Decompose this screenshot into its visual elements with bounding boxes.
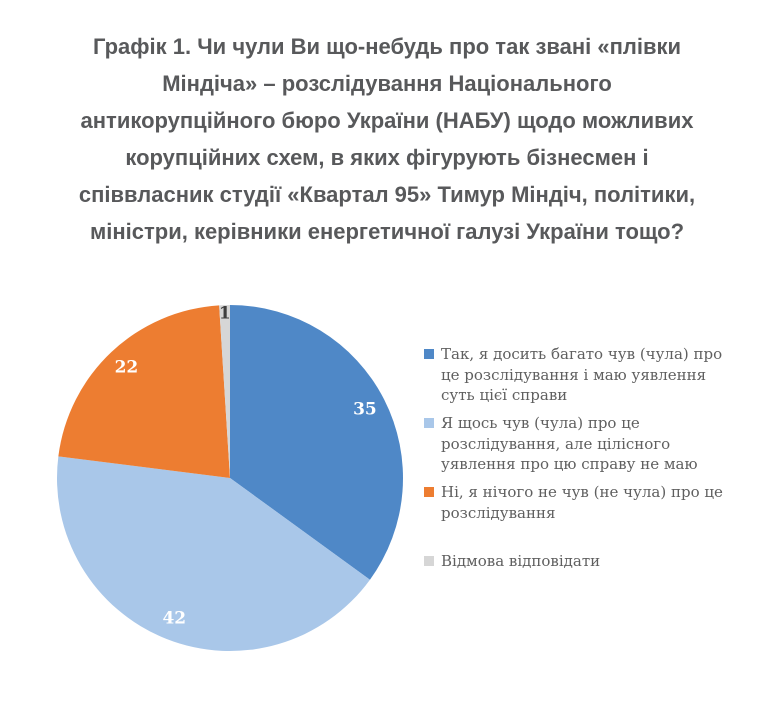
pie-chart: 35 42 22 1	[56, 304, 404, 652]
pie-slice-2	[56, 456, 370, 652]
title-line-6: міністри, керівники енергетичної галузі …	[89, 219, 685, 244]
title-line-3: антикорупційного бюро України (НАБУ) щод…	[80, 108, 694, 133]
pie-slice-value-label: 35	[353, 399, 377, 419]
pie-slice-3	[58, 305, 230, 478]
title-line-2: Міндіча» – розслідування Національного	[162, 71, 612, 96]
legend-item-heard-a-lot: Так, я досить багато чув (чула) про це р…	[424, 344, 754, 413]
legend-swatch-dark-blue-icon	[424, 349, 434, 359]
legend-label: Відмова відповідати	[441, 552, 601, 570]
legend-swatch-gray-icon	[424, 556, 434, 566]
title-line-5: співвласник студії «Квартал 95» Тимур Мі…	[78, 182, 696, 207]
legend-label: Я щось чув (чула) про це розслідування, …	[441, 414, 698, 473]
pie-slice-1	[230, 305, 404, 580]
pie-slice-value-label: 42	[162, 609, 186, 629]
title-line-1: Графік 1. Чи чули Ви що-небудь про так з…	[92, 34, 682, 59]
title-line-4: корупційних схем, в яких фігурують бізне…	[125, 145, 649, 170]
legend-swatch-orange-icon	[424, 487, 434, 497]
legend-item-heard-something: Я щось чув (чула) про це розслідування, …	[424, 413, 754, 482]
chart-title: Графік 1. Чи чули Ви що-небудь про так з…	[8, 28, 766, 250]
pie-slice-value-label: 1	[219, 304, 231, 324]
legend-label: Так, я досить багато чув (чула) про це р…	[441, 345, 723, 404]
legend-label: Ні, я нічого не чув (не чула) про це роз…	[441, 483, 723, 522]
legend-swatch-light-blue-icon	[424, 418, 434, 428]
legend-item-refused: Відмова відповідати	[424, 551, 754, 620]
pie-slice-4	[219, 305, 230, 478]
legend-item-heard-nothing: Ні, я нічого не чув (не чула) про це роз…	[424, 482, 754, 551]
pie-slice-value-label: 22	[115, 358, 139, 378]
chart-legend: Так, я досить багато чув (чула) про це р…	[424, 344, 754, 620]
